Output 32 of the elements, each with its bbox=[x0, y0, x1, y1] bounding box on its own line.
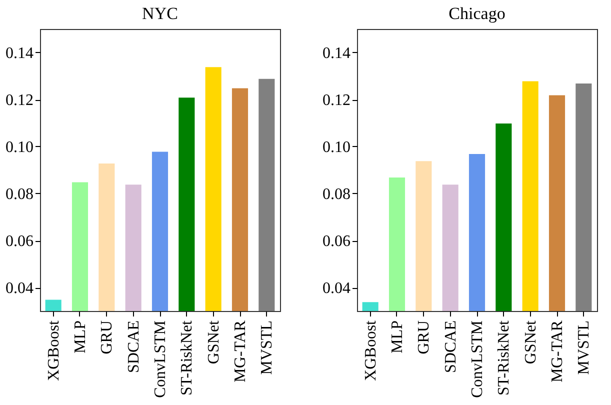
y-tick-label: 0.06 bbox=[322, 233, 350, 250]
y-tick-label: 0.06 bbox=[6, 233, 34, 250]
x-tick-label: ST-RiskNet bbox=[496, 320, 513, 396]
x-tick-label: XGBoost bbox=[45, 320, 62, 381]
y-tick-label: 0.04 bbox=[322, 280, 350, 297]
y-tick-label: 0.14 bbox=[322, 45, 350, 62]
x-tick-label: GRU bbox=[98, 320, 116, 354]
x-tick-label: GRU bbox=[416, 320, 433, 354]
chart-title: NYC bbox=[142, 4, 178, 23]
chart-title: Chicago bbox=[448, 4, 506, 23]
x-tick-label: MLP bbox=[389, 320, 406, 354]
y-tick-label: 0.12 bbox=[322, 92, 350, 109]
y-tick-label: 0.10 bbox=[322, 139, 350, 156]
x-tick-label: GSNet bbox=[522, 320, 540, 364]
x-tick-label: ST-RiskNet bbox=[178, 320, 196, 396]
x-tick-label: SDCAE bbox=[442, 320, 460, 373]
x-tick-label: GSNet bbox=[205, 320, 222, 364]
y-tick-label: 0.08 bbox=[6, 186, 34, 203]
y-tick-label: 0.04 bbox=[6, 280, 34, 297]
x-tick-label: MG-TAR bbox=[549, 320, 566, 382]
x-tick-label: ConvLSTM bbox=[469, 320, 486, 398]
x-tick-label: XGBoost bbox=[362, 320, 380, 381]
x-tick-label: ConvLSTM bbox=[152, 320, 169, 398]
x-tick-label: SDCAE bbox=[125, 320, 142, 373]
x-tick-label: MLP bbox=[72, 320, 89, 354]
x-tick-label: MG-TAR bbox=[232, 320, 249, 382]
y-tick-label: 0.12 bbox=[6, 92, 34, 109]
x-tick-label: MVSTL bbox=[576, 320, 593, 375]
y-tick-label: 0.14 bbox=[6, 45, 34, 62]
y-tick-label: 0.10 bbox=[6, 139, 34, 156]
x-tick-label: MVSTL bbox=[258, 320, 276, 375]
y-tick-label: 0.08 bbox=[322, 186, 350, 203]
